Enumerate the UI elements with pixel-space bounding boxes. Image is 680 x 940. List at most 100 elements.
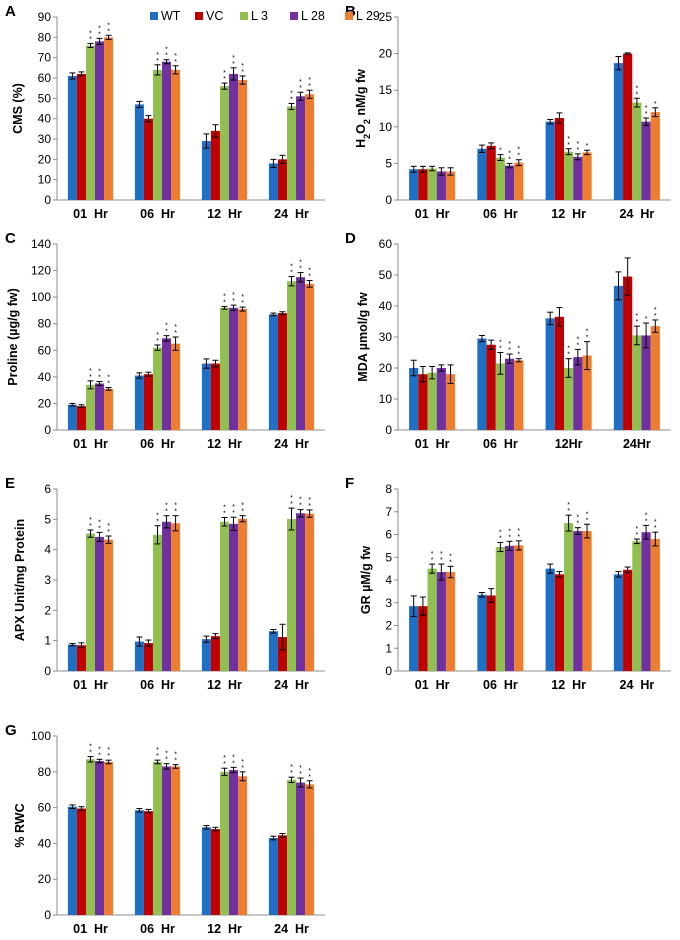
bar-l28 <box>229 73 239 200</box>
significance-mark: * <box>107 523 110 530</box>
bar-l28 <box>641 532 651 671</box>
significance-mark: * <box>174 59 177 66</box>
bar-l28 <box>436 171 446 200</box>
y-tick-label: 40 <box>38 836 52 850</box>
bar-l28 <box>95 536 105 671</box>
bar-l28 <box>229 307 239 430</box>
bar-l29 <box>104 539 114 671</box>
bar-l28 <box>296 513 306 671</box>
bar-l3 <box>286 779 297 915</box>
bar-vc <box>143 811 153 915</box>
bar-vc <box>143 643 153 671</box>
significance-mark: * <box>586 517 589 524</box>
y-tick-label: 5 <box>385 156 392 170</box>
y-tick-label: 80 <box>38 30 52 44</box>
y-tick-label: 70 <box>38 51 52 65</box>
bar-wt <box>477 338 487 430</box>
bar-wt <box>545 568 555 671</box>
significance-mark: * <box>98 519 101 526</box>
bar-l29 <box>445 374 456 430</box>
x-category-label: 12 Hr <box>207 678 242 692</box>
significance-mark: * <box>299 260 302 267</box>
bar-wt <box>409 169 419 200</box>
significance-mark: * <box>308 497 311 504</box>
bar-l29 <box>171 523 181 671</box>
bar-l3 <box>427 372 437 430</box>
y-tick-label: 2 <box>385 619 392 633</box>
significance-mark: * <box>290 501 293 508</box>
bar-l28 <box>573 156 583 200</box>
x-category-label: 12 Hr <box>207 922 242 936</box>
significance-mark: * <box>290 90 293 97</box>
significance-mark: * <box>508 150 511 157</box>
bar-l3 <box>632 102 642 200</box>
y-tick-label: 100 <box>31 290 51 304</box>
y-tick-label: 80 <box>38 765 52 779</box>
bar-wt <box>545 121 555 200</box>
panel-letter: A <box>5 3 16 20</box>
significance-mark: * <box>567 502 570 509</box>
significance-mark: * <box>174 324 177 331</box>
bar-l28 <box>229 770 239 915</box>
bar-l3 <box>286 281 297 430</box>
significance-mark: * <box>223 76 226 83</box>
y-tick-label: 60 <box>38 801 52 815</box>
significance-mark: * <box>107 28 110 35</box>
significance-mark: * <box>508 528 511 535</box>
x-category-label: 06 Hr <box>140 678 175 692</box>
y-tick-label: 90 <box>38 10 52 24</box>
significance-mark: * <box>299 765 302 772</box>
significance-mark: * <box>431 551 434 558</box>
significance-mark: * <box>517 528 520 535</box>
x-category-label: 24 Hr <box>274 678 309 692</box>
x-category-label: 01 Hr <box>415 437 450 451</box>
bar-l29 <box>171 766 181 915</box>
significance-mark: * <box>165 509 168 516</box>
legend-swatch <box>290 12 298 20</box>
bar-wt <box>268 838 278 915</box>
significance-mark: * <box>232 754 235 761</box>
bar-wt <box>67 75 77 200</box>
significance-mark: * <box>636 319 639 326</box>
significance-mark: * <box>299 266 302 273</box>
legend-swatch <box>240 12 248 20</box>
bar-vc <box>554 118 565 200</box>
significance-mark: * <box>517 534 520 541</box>
significance-mark: * <box>645 105 648 112</box>
bar-l28 <box>296 96 306 200</box>
significance-mark: * <box>89 750 92 757</box>
y-axis-title: GR µM/g fw <box>359 546 373 615</box>
bar-wt <box>613 574 624 671</box>
x-category-label: 06 Hr <box>483 678 518 692</box>
significance-mark: * <box>299 771 302 778</box>
y-tick-label: 6 <box>44 482 51 496</box>
significance-mark: * <box>654 525 657 532</box>
significance-mark: * <box>156 747 159 754</box>
significance-mark: * <box>156 753 159 760</box>
y-tick-label: 60 <box>38 71 52 85</box>
significance-mark: * <box>517 147 520 154</box>
significance-mark: * <box>290 96 293 103</box>
panel-letter: C <box>5 230 16 247</box>
significance-mark: * <box>440 551 443 558</box>
bar-l28 <box>504 358 515 430</box>
y-axis-title: Proline (µg/g fw) <box>6 288 20 385</box>
significance-mark: * <box>654 101 657 108</box>
significance-mark: * <box>241 294 244 301</box>
significance-mark: * <box>165 53 168 60</box>
bar-l28 <box>162 766 172 915</box>
significance-mark: * <box>98 369 101 376</box>
bar-l29 <box>445 171 456 200</box>
bar-l29 <box>650 539 660 671</box>
significance-mark: * <box>156 58 159 65</box>
bar-l3 <box>495 363 505 430</box>
bar-l28 <box>162 338 172 430</box>
panel-letter: B <box>345 3 356 20</box>
bar-vc <box>277 637 287 671</box>
bar-wt <box>134 375 144 430</box>
bar-l29 <box>238 776 248 915</box>
bar-wt <box>67 644 77 671</box>
bar-l3 <box>152 534 163 671</box>
significance-mark: * <box>576 342 579 349</box>
